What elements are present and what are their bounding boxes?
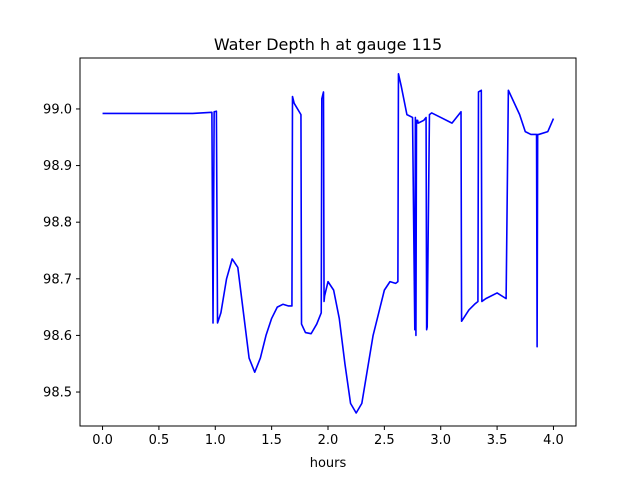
- x-tick-label: 2.5: [374, 433, 395, 448]
- y-tick-label: 98.9: [43, 159, 72, 174]
- y-axis: 98.5 98.6 98.7 98.8 98.9 99.0: [43, 102, 80, 401]
- series-line-0: [102, 73, 555, 414]
- y-tick-label: 98.8: [43, 216, 72, 231]
- x-tick-label: 0.5: [149, 433, 170, 448]
- x-tick-label: 4.0: [543, 433, 564, 448]
- x-axis-label: hours: [310, 456, 347, 471]
- y-tick-label: 98.5: [43, 386, 72, 401]
- y-tick-label: 98.6: [43, 329, 72, 344]
- plot-area: [102, 73, 555, 414]
- y-tick-label: 98.7: [43, 272, 72, 287]
- x-tick-label: 1.0: [205, 433, 226, 448]
- chart-title: Water Depth h at gauge 115: [214, 35, 442, 54]
- x-axis: 0.0 0.5 1.0 1.5 2.0 2.5 3.0 3.5 4.0: [92, 426, 564, 448]
- y-tick-label: 99.0: [43, 102, 72, 117]
- x-tick-label: 3.5: [487, 433, 508, 448]
- x-tick-label: 3.0: [430, 433, 451, 448]
- x-tick-label: 1.5: [261, 433, 282, 448]
- x-tick-label: 0.0: [92, 433, 113, 448]
- x-tick-label: 2.0: [318, 433, 339, 448]
